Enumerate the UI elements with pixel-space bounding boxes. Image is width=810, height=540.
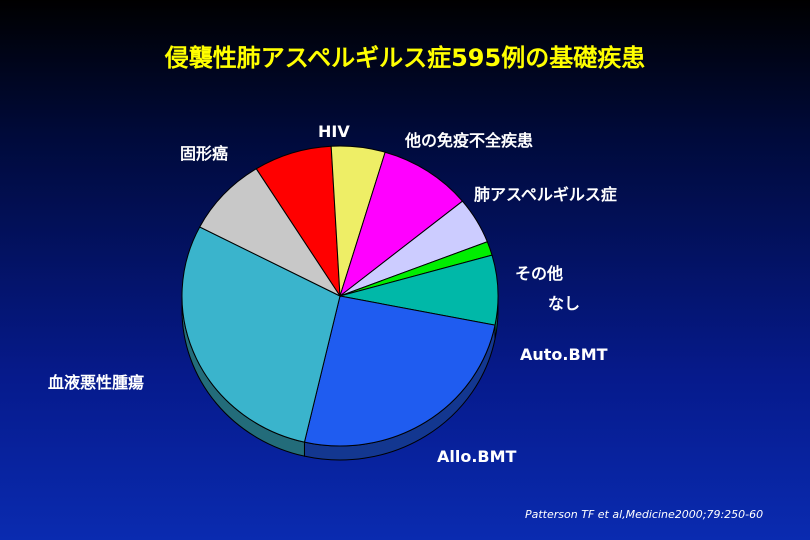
slice-label-other: その他 [515, 264, 564, 283]
slice-label-allo-bmt: Allo.BMT [437, 447, 517, 466]
slice-label-hematologic-malignancy: 血液悪性腫瘍 [48, 373, 145, 392]
slice-label-solid-tumor: 固形癌 [180, 144, 229, 163]
slice-label-hiv: HIV [318, 122, 350, 141]
chart-title: 侵襲性肺アスペルギルス症595例の基礎疾患 [164, 44, 646, 72]
slice-label-pulmonary-aspergillosis: 肺アスペルギルス症 [474, 185, 617, 204]
slice-label-none: なし [548, 294, 581, 313]
pie-slices [181, 145, 499, 447]
pie-slice-pulmonary-aspergillosis [339, 151, 464, 298]
citation: Patterson TF et al,Medicine2000;79:250-6… [525, 508, 764, 521]
slice-label-other-immunodeficiency: 他の免疫不全疾患 [405, 131, 534, 150]
slice-label-auto-bmt: Auto.BMT [520, 345, 608, 364]
pie-slice-allo-bmt [303, 295, 496, 447]
pie-slice-hematologic-malignancy [181, 226, 341, 443]
pie-slice-solid-tumor [199, 168, 342, 298]
